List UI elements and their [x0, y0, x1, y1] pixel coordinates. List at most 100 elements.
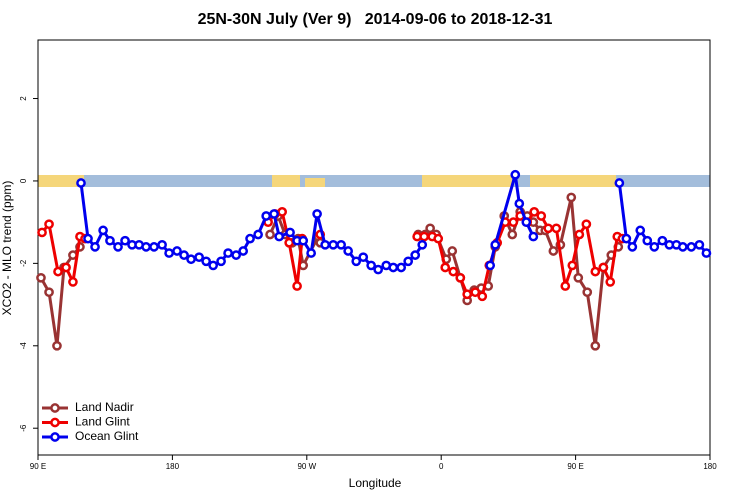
data-point — [529, 207, 540, 217]
data-point — [366, 260, 377, 271]
data-point — [179, 250, 189, 260]
data-point — [269, 209, 279, 219]
legend-label: Ocean Glint — [75, 429, 139, 443]
data-point — [621, 233, 632, 244]
y-tick-label: 0 — [19, 178, 28, 183]
data-point — [44, 219, 54, 230]
data-point — [105, 235, 115, 246]
data-point — [149, 242, 159, 252]
data-point — [528, 231, 539, 242]
data-point — [238, 246, 249, 256]
data-point — [201, 256, 211, 267]
data-point — [410, 250, 421, 260]
data-point — [574, 229, 585, 240]
y-tick-label: -6 — [19, 424, 28, 432]
x-tick-label: 0 — [439, 462, 444, 471]
legend-label: Land Glint — [75, 415, 130, 429]
data-point — [83, 233, 93, 244]
data-point — [306, 248, 316, 258]
data-point — [396, 262, 407, 273]
data-point — [343, 246, 354, 256]
data-point — [403, 256, 414, 267]
data-point — [567, 260, 578, 271]
data-point — [605, 277, 616, 287]
data-point — [277, 207, 288, 217]
data-point — [510, 169, 521, 180]
data-point — [657, 235, 668, 246]
data-point — [320, 239, 331, 250]
data-point — [284, 237, 295, 248]
y-tick-label: 2 — [19, 96, 28, 101]
data-point — [194, 252, 204, 263]
data-point — [52, 340, 62, 351]
data-point — [448, 266, 459, 277]
data-point — [292, 281, 302, 291]
data-point — [521, 217, 532, 228]
data-point — [566, 192, 577, 203]
chart-title: 25N-30N July (Ver 9) 2014-09-06 to 2018-… — [198, 11, 553, 28]
data-point — [642, 235, 653, 246]
data-point — [490, 239, 501, 250]
land-strip — [305, 178, 325, 187]
x-tick-label: 180 — [703, 462, 717, 471]
data-point — [507, 229, 518, 240]
series — [76, 169, 712, 275]
legend-label: Land Nadir — [75, 400, 134, 414]
data-point — [433, 233, 444, 244]
data-point — [455, 272, 466, 283]
data-point — [253, 229, 263, 240]
data-point — [223, 248, 233, 258]
land-strip — [272, 175, 300, 187]
data-point — [485, 260, 496, 271]
data-point — [298, 235, 309, 246]
data-point — [351, 256, 362, 267]
data-point — [417, 239, 428, 250]
data-point — [508, 217, 519, 228]
data-point — [44, 287, 54, 298]
data-point — [514, 198, 525, 209]
data-point — [701, 248, 712, 258]
data-point — [440, 262, 451, 273]
data-point — [328, 239, 339, 250]
data-point — [76, 178, 86, 188]
data-point — [157, 239, 167, 250]
data-point — [274, 231, 285, 242]
data-point — [265, 229, 275, 240]
data-point — [216, 256, 226, 267]
x-tick-label: 90 W — [297, 462, 316, 471]
data-point — [208, 260, 219, 271]
data-point — [627, 242, 638, 252]
data-point — [231, 250, 242, 260]
y-tick-label: -4 — [19, 342, 28, 350]
x-tick-label: 90 E — [567, 462, 583, 471]
data-point — [373, 264, 384, 275]
data-point — [581, 219, 592, 230]
x-tick-label: 90 E — [30, 462, 46, 471]
data-point — [172, 246, 182, 256]
y-tick-label: -2 — [19, 259, 28, 267]
data-point — [113, 242, 123, 252]
data-point — [677, 242, 688, 252]
data-point — [37, 227, 47, 238]
data-point — [61, 262, 71, 273]
data-point — [245, 233, 255, 244]
data-point — [590, 266, 601, 277]
data-point — [649, 242, 660, 252]
land-strip — [38, 175, 84, 187]
data-point — [68, 277, 78, 287]
data-point — [312, 209, 322, 219]
data-point — [614, 178, 625, 188]
x-axis-label: Longitude — [349, 476, 402, 490]
data-point — [98, 225, 108, 236]
legend-marker — [50, 432, 60, 442]
data-point — [694, 239, 705, 250]
x-tick-label: 180 — [166, 462, 180, 471]
legend-marker — [50, 417, 60, 428]
data-point — [536, 211, 547, 221]
data-point — [358, 252, 369, 263]
land-strip — [422, 175, 512, 187]
data-point — [598, 262, 609, 273]
data-point — [336, 239, 346, 250]
data-point — [548, 246, 559, 256]
data-point — [53, 266, 63, 277]
